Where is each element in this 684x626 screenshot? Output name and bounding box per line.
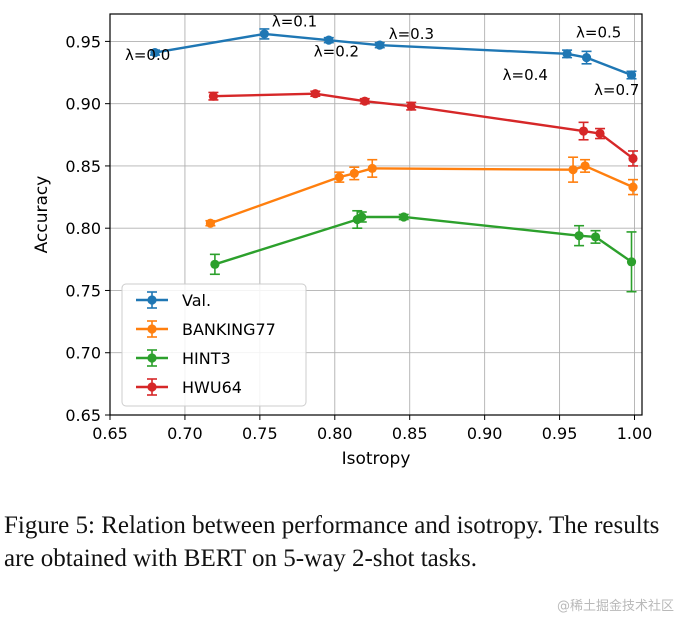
lambda-label: λ=0.0 [125,46,170,64]
series-line-banking77 [210,164,634,225]
x-tick-label: 1.00 [617,424,653,443]
data-point [628,153,638,164]
chart: 0.65 0.70 0.75 0.80 0.85 0.90 0.95 1.00 0.65 0.70… [32,12,652,469]
lambda-label: λ=0.1 [272,12,317,30]
y-tick-label: 0.70 [65,344,101,363]
lambda-label: λ=0.4 [503,66,548,84]
axis-ticks: 0.65 0.70 0.75 0.80 0.85 0.90 0.95 1.00 0.65 0.70… [65,32,652,443]
figure-caption: Figure 5: Relation between performance a… [4,512,660,572]
y-tick-label: 0.80 [65,219,101,238]
y-tick-label: 0.95 [65,32,101,51]
legend-label: HINT3 [182,349,231,368]
series-hint3 [209,209,637,293]
x-tick-label: 0.95 [542,424,578,443]
lambda-label: λ=0.5 [576,24,621,42]
lambda-annotations: λ=0.0 λ=0.1 λ=0.2 λ=0.3 λ=0.4 λ=0.5 λ=0.7 [125,12,639,98]
data-point [568,165,578,175]
x-tick-label: 0.75 [242,424,278,443]
series-line-hint3 [214,215,633,266]
data-point [574,231,584,241]
data-point [581,52,592,63]
x-tick-label: 0.80 [317,424,353,443]
series-group [149,28,639,293]
data-point [357,212,367,222]
data-point [595,128,605,139]
data-point [310,89,320,99]
data-point [626,70,637,80]
data-point [205,218,216,228]
y-tick-label: 0.65 [65,406,101,425]
data-point [208,91,219,101]
x-tick-label: 0.70 [167,424,203,443]
data-point [580,161,590,171]
y-axis-title: Accuracy [32,176,52,254]
watermark: @稀土掘金技术社区 [556,599,674,614]
lambda-label: λ=0.2 [314,42,359,60]
data-point [399,212,409,222]
y-tick-label: 0.75 [65,281,101,300]
y-tick-label: 0.90 [65,95,101,114]
legend: Val. BANKING77 HINT3 HWU64 [121,283,307,407]
series-val [149,28,637,80]
data-point [590,232,601,242]
x-tick-label: 0.90 [467,424,503,443]
legend-label: HWU64 [182,378,242,397]
legend-marker [147,382,157,392]
legend-label: Val. [182,291,211,310]
data-point [360,96,370,106]
x-tick-label: 0.85 [392,424,428,443]
lambda-label: λ=0.7 [594,81,639,99]
data-point [367,163,377,174]
data-point [324,35,334,45]
x-tick-label: 0.65 [92,424,128,443]
legend-marker [147,353,157,363]
legend-marker [147,295,157,305]
data-point [578,126,589,136]
series-banking77 [205,156,639,228]
series-hwu64 [208,89,639,167]
plot-frame [109,13,643,416]
y-tick-label: 0.85 [65,157,101,176]
data-point [626,257,637,267]
data-point [150,48,160,58]
legend-label: BANKING77 [182,320,276,339]
data-point [210,259,220,269]
x-axis-title: Isotropy [342,449,411,469]
data-point [562,49,572,59]
data-point [259,29,269,39]
data-point [406,101,416,111]
data-point [349,168,359,179]
lambda-label: λ=0.3 [389,25,434,43]
data-point [628,182,638,192]
legend-box [121,283,307,407]
data-point [334,172,344,182]
legend-marker [147,324,157,334]
data-point [375,40,385,50]
